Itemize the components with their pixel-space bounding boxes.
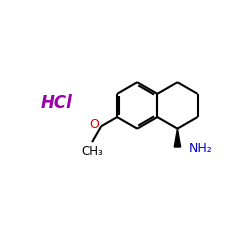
Polygon shape xyxy=(174,129,180,147)
Text: CH₃: CH₃ xyxy=(81,145,103,158)
Text: HCl: HCl xyxy=(40,94,72,112)
Text: NH₂: NH₂ xyxy=(188,142,212,155)
Text: O: O xyxy=(90,118,99,132)
